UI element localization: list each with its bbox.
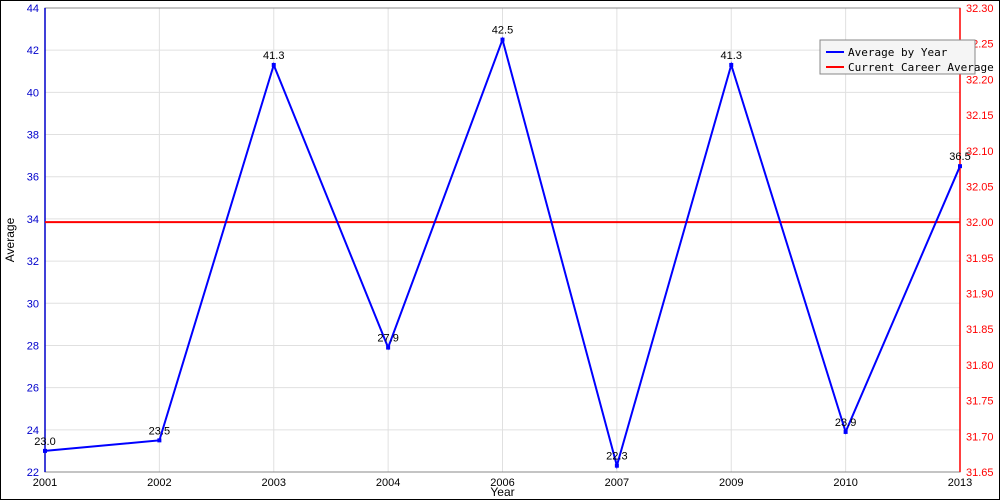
- y-left-tick-label: 38: [27, 130, 39, 142]
- y-right-tick-label: 32.00: [966, 217, 994, 229]
- y-left-tick-label: 44: [27, 3, 39, 15]
- y-left-tick-label: 26: [27, 383, 39, 395]
- y-right-tick-label: 32.05: [966, 181, 994, 193]
- x-tick-label: 2007: [605, 477, 629, 489]
- point-label: 23.0: [34, 436, 55, 448]
- y-right-tick-label: 31.65: [966, 467, 994, 479]
- y-right-tick-label: 31.95: [966, 253, 994, 265]
- chart-svg: 2001200220032004200620072009201020132224…: [0, 0, 1000, 500]
- data-point: [729, 63, 733, 67]
- data-point: [157, 438, 161, 442]
- chart-container: 2001200220032004200620072009201020132224…: [0, 0, 1000, 500]
- x-axis-label: Year: [490, 485, 514, 499]
- data-point: [272, 63, 276, 67]
- y-left-tick-label: 32: [27, 256, 39, 268]
- data-point: [958, 164, 962, 168]
- data-point: [615, 464, 619, 468]
- y-left-tick-label: 34: [27, 214, 39, 226]
- legend-label: Current Career Average: [848, 61, 994, 74]
- point-label: 41.3: [263, 50, 284, 62]
- y-left-tick-label: 30: [27, 298, 39, 310]
- data-point: [43, 449, 47, 453]
- data-point: [501, 38, 505, 42]
- point-label: 23.9: [835, 417, 856, 429]
- data-point: [844, 430, 848, 434]
- point-label: 22.3: [606, 451, 627, 463]
- x-tick-label: 2004: [376, 477, 400, 489]
- point-label: 27.9: [377, 333, 398, 345]
- x-tick-label: 2002: [147, 477, 171, 489]
- x-tick-label: 2010: [833, 477, 857, 489]
- data-point: [386, 346, 390, 350]
- y-left-tick-label: 42: [27, 45, 39, 57]
- y-right-tick-label: 31.85: [966, 324, 994, 336]
- y-right-tick-label: 31.70: [966, 431, 994, 443]
- x-tick-label: 2009: [719, 477, 743, 489]
- y-left-tick-label: 40: [27, 87, 39, 99]
- y-right-tick-label: 31.75: [966, 396, 994, 408]
- y-right-tick-label: 32.30: [966, 3, 994, 15]
- x-tick-label: 2003: [262, 477, 286, 489]
- legend-label: Average by Year: [848, 46, 948, 59]
- y-left-tick-label: 22: [27, 467, 39, 479]
- y-right-tick-label: 32.15: [966, 110, 994, 122]
- y-right-tick-label: 32.20: [966, 74, 994, 86]
- point-label: 41.3: [721, 50, 742, 62]
- point-label: 36.5: [949, 151, 970, 163]
- point-label: 42.5: [492, 25, 513, 37]
- y-left-tick-label: 28: [27, 340, 39, 352]
- y-right-tick-label: 31.90: [966, 289, 994, 301]
- y-left-tick-label: 36: [27, 172, 39, 184]
- y-axis-label: Average: [3, 217, 17, 262]
- point-label: 23.5: [149, 425, 170, 437]
- y-right-tick-label: 31.80: [966, 360, 994, 372]
